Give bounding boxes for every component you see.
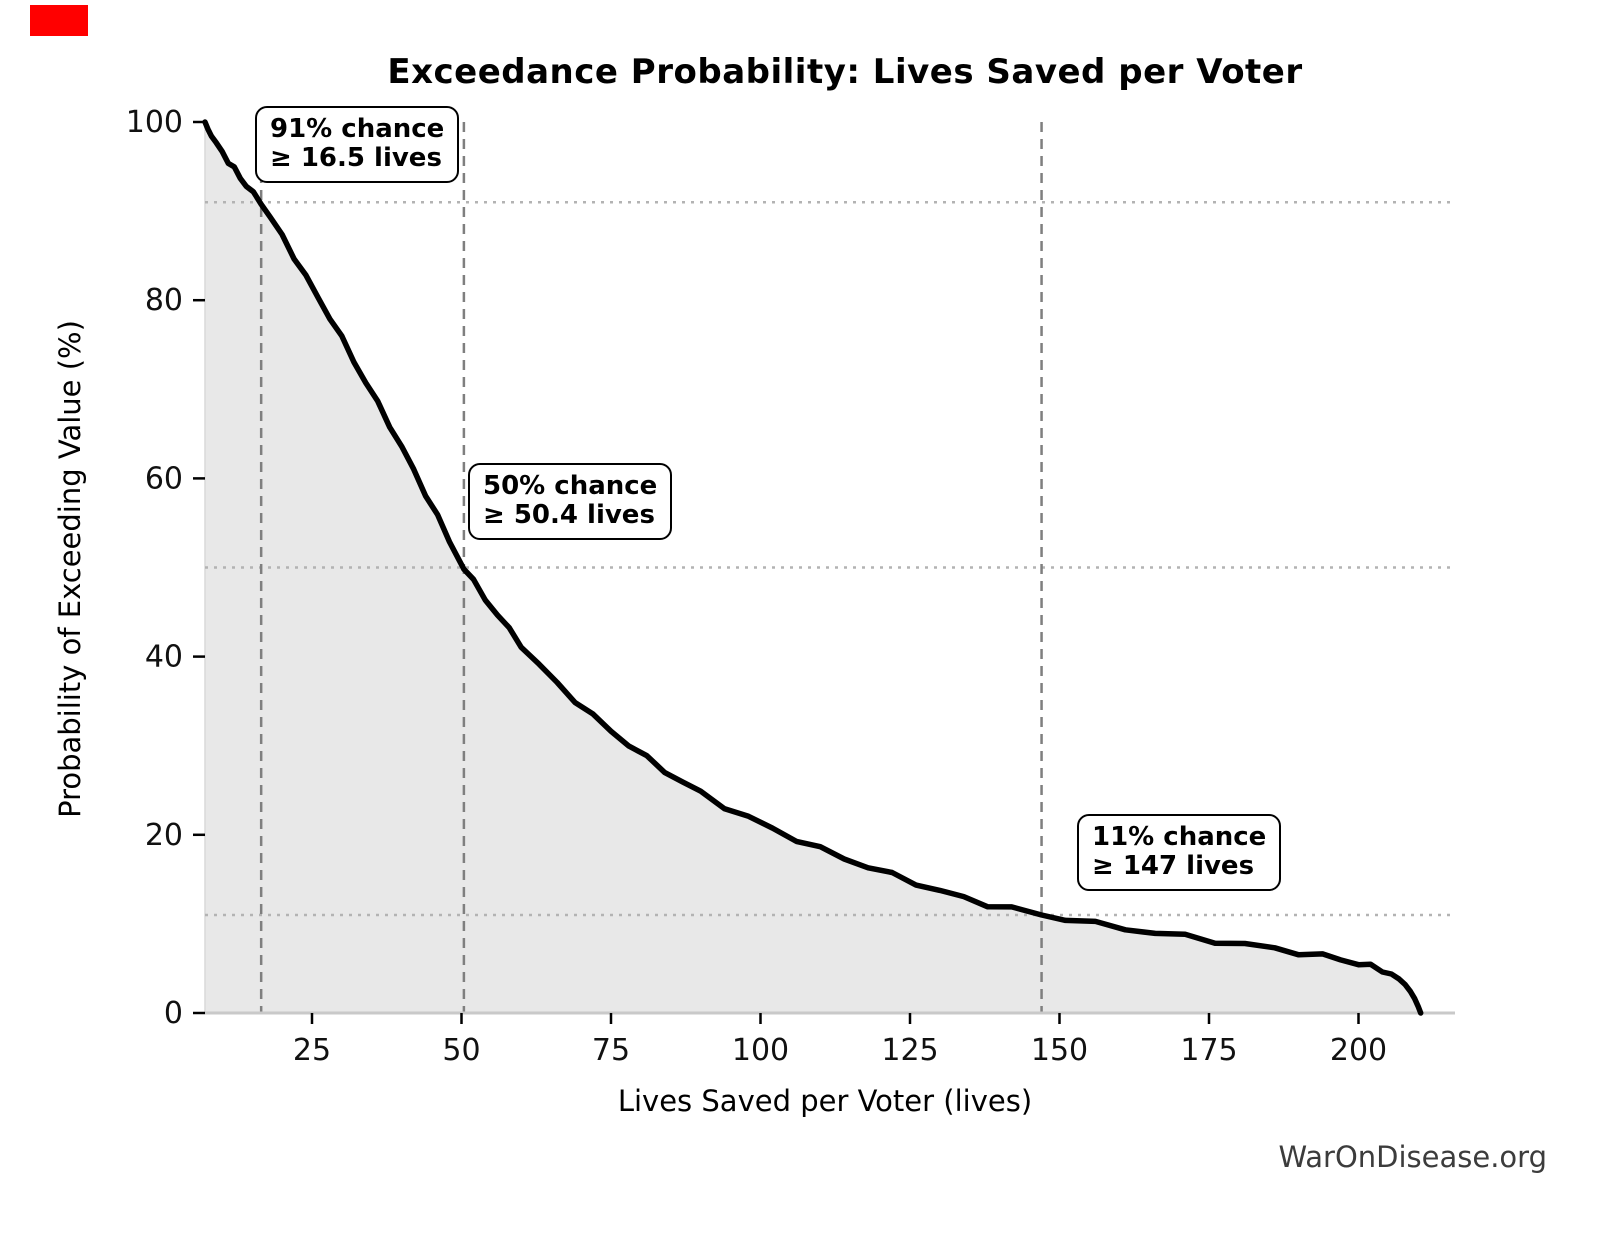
annotation-line: ≥ 50.4 lives [483, 500, 655, 530]
y-axis-label: Probability of Exceeding Value (%) [53, 320, 87, 818]
annotation-line: 50% chance [483, 471, 658, 501]
x-tick-label-25: 25 [293, 1033, 331, 1068]
x-tick-label-150: 150 [1031, 1033, 1088, 1068]
watermark-text: WarOnDisease.org [1278, 1140, 1547, 1174]
annotation-line: ≥ 16.5 lives [270, 143, 442, 173]
x-tick-label-75: 75 [592, 1033, 630, 1068]
annotation-line: 11% chance [1092, 822, 1267, 852]
y-tick-label-20: 20 [145, 818, 183, 853]
y-tick-label-80: 80 [145, 283, 183, 318]
y-tick-label-60: 60 [145, 461, 183, 496]
exceedance-curve [202, 119, 1424, 1016]
y-tick-label-100: 100 [126, 105, 183, 140]
chart-title: Exceedance Probability: Lives Saved per … [387, 52, 1303, 92]
x-axis-label: Lives Saved per Voter (lives) [617, 1084, 1033, 1118]
x-tick-label-125: 125 [881, 1033, 938, 1068]
annotation-91-percent: 91% chance ≥ 16.5 lives [255, 106, 460, 183]
x-tick-label-100: 100 [732, 1033, 789, 1068]
annotation-50-percent: 50% chance ≥ 50.4 lives [468, 463, 673, 540]
annotation-line: 91% chance [270, 114, 445, 144]
x-tick-label-50: 50 [442, 1033, 480, 1068]
y-tick-label-0: 0 [164, 996, 183, 1031]
y-tick-label-40: 40 [145, 640, 183, 675]
x-tick-label-200: 200 [1330, 1033, 1387, 1068]
area-fill [205, 122, 1421, 1013]
red-corner-marker [30, 5, 88, 36]
x-tick-label-175: 175 [1180, 1033, 1237, 1068]
annotation-11-percent: 11% chance ≥ 147 lives [1077, 814, 1282, 891]
annotation-line: ≥ 147 lives [1092, 851, 1255, 881]
